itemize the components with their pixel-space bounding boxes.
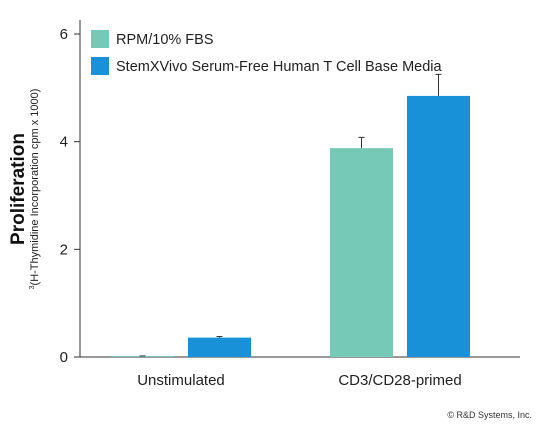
- y-axis-title: Proliferation 3(H-Thymidine Incorporatio…: [8, 89, 41, 290]
- y-axis-sublabel-superscript: 3: [29, 285, 36, 289]
- legend: RPM/10% FBS StemXVivo Serum-Free Human T …: [91, 30, 443, 75]
- y-tick-label: 0: [60, 349, 68, 366]
- bar: [111, 355, 174, 357]
- category-label: Unstimulated: [137, 372, 225, 389]
- copyright-notice: © R&D Systems, Inc.: [447, 410, 532, 420]
- legend-swatch: [91, 30, 109, 48]
- bars: [111, 95, 470, 358]
- legend-label: RPM/10% FBS: [116, 32, 214, 48]
- y-ticks: 0 2 4 6: [60, 26, 80, 366]
- bar: [407, 95, 470, 358]
- y-axis-label: Proliferation: [8, 133, 29, 245]
- legend-label: StemXVivo Serum-Free Human T Cell Base M…: [116, 59, 443, 75]
- y-axis-sublabel-text: (H-Thymidine Incorporation cpm x 1000): [29, 89, 41, 286]
- y-tick-label: 4: [60, 134, 68, 151]
- legend-swatch: [91, 57, 109, 75]
- category-label: CD3/CD28-primed: [338, 372, 461, 389]
- y-axis-sublabel: 3(H-Thymidine Incorporation cpm x 1000): [29, 89, 41, 290]
- error-bars: [216, 73, 442, 338]
- y-tick-label: 2: [60, 241, 68, 258]
- category-labels: Unstimulated CD3/CD28-primed: [137, 372, 461, 389]
- y-tick-label: 6: [60, 26, 68, 43]
- bar: [188, 337, 251, 357]
- bar: [330, 148, 393, 357]
